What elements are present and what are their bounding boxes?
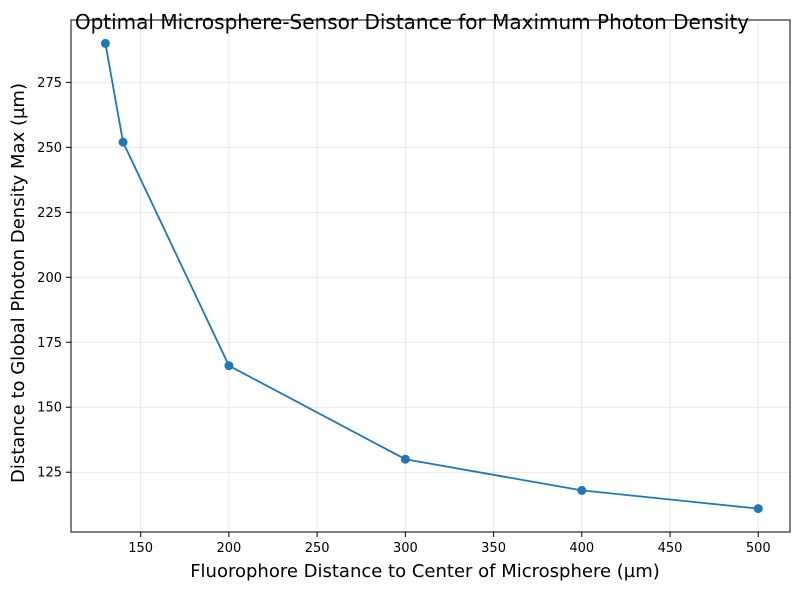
y-tick-label: 225 xyxy=(37,206,62,221)
data-point xyxy=(224,361,234,371)
data-point xyxy=(400,454,410,464)
series-line xyxy=(104,43,759,510)
x-tick-label: 400 xyxy=(569,541,594,556)
data-point xyxy=(577,485,587,495)
y-axis-ticks: 125 150 175 200 225 250 275 xyxy=(37,76,71,481)
x-tick-label: 350 xyxy=(481,541,506,556)
x-tick-label: 500 xyxy=(746,541,771,556)
data-point xyxy=(118,137,128,147)
y-tick-label: 200 xyxy=(37,271,62,286)
y-tick-label: 175 xyxy=(37,336,62,351)
series-markers xyxy=(100,38,763,514)
x-axis-ticks: 150 200 250 300 350 400 450 500 xyxy=(128,532,771,556)
y-tick-label: 275 xyxy=(37,76,62,91)
data-point xyxy=(753,504,763,514)
x-axis-label: Fluorophore Distance to Center of Micros… xyxy=(190,561,660,582)
x-tick-label: 300 xyxy=(393,541,418,556)
data-point xyxy=(100,38,110,48)
x-tick-label: 450 xyxy=(658,541,683,556)
chart-title: Optimal Microsphere-Sensor Distance for … xyxy=(75,10,749,34)
x-tick-label: 250 xyxy=(305,541,330,556)
y-axis-label: Distance to Global Photon Density Max (µ… xyxy=(8,83,29,483)
y-tick-label: 150 xyxy=(37,401,62,416)
series-group xyxy=(100,38,763,514)
y-tick-label: 250 xyxy=(37,141,62,156)
x-tick-label: 200 xyxy=(217,541,242,556)
grid-lines xyxy=(71,20,790,532)
x-tick-label: 150 xyxy=(128,541,153,556)
plot-frame xyxy=(70,19,791,533)
y-tick-label: 125 xyxy=(37,466,62,481)
